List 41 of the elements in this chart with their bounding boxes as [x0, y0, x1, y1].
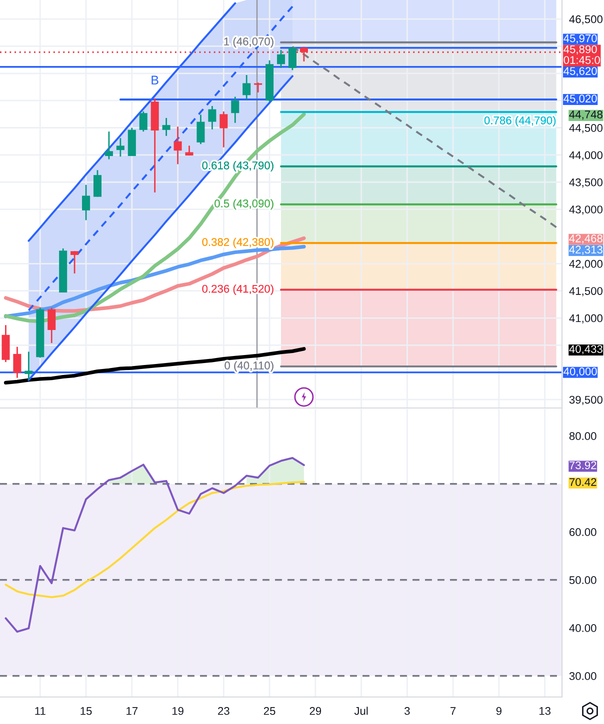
series-label: 0.382 (42,380): [202, 238, 274, 248]
y-tick-label: 41,000: [569, 314, 602, 324]
x-tick-label: Jul: [354, 706, 368, 715]
data-label: B: [152, 76, 158, 84]
y-tick-label: 70.42: [570, 478, 596, 486]
y-tick-label: 73.92: [570, 461, 596, 470]
x-tick-label: 3: [404, 707, 410, 715]
y-tick-label: 50.00: [569, 576, 596, 584]
x-tick-label: 15: [80, 707, 92, 715]
x-tick-label: 17: [126, 707, 138, 715]
y-tick-label: 43,000: [569, 206, 602, 215]
y-tick-label: 44,000: [569, 151, 602, 160]
y-tick-label: 42,313: [569, 246, 602, 255]
ref-line-label: 40,000: [564, 368, 597, 377]
y-tick-label: 44,500: [569, 124, 602, 134]
data-label: 45,020: [564, 94, 597, 104]
series-label: 0.236 (41,520): [202, 284, 274, 295]
data-label: 45,970: [564, 34, 597, 44]
y-tick-label: 40.00: [569, 624, 596, 632]
x-tick-label: 9: [496, 707, 502, 715]
y-tick-label: 44,748: [569, 110, 602, 120]
series-label: 0.786 (44,790): [484, 116, 556, 127]
y-tick-label: 42,468: [569, 234, 602, 244]
y-tick-label: 42,000: [569, 260, 602, 270]
y-tick-label: 46,500: [569, 15, 602, 24]
x-tick-label: 7: [450, 707, 456, 715]
y-tick-label: 60.00: [570, 528, 596, 536]
x-tick-label: 13: [539, 707, 550, 715]
x-tick-label: 29: [310, 707, 322, 715]
y-tick-label: 80.00: [569, 432, 596, 440]
y-tick-label: 41,500: [569, 287, 602, 296]
ref-line-label: 45,890 01:45:0: [564, 45, 600, 64]
y-tick-label: 40,433: [569, 345, 602, 354]
x-tick-label: 19: [172, 707, 184, 715]
y-tick-label: 39,500: [569, 396, 602, 406]
x-tick-label: 25: [264, 707, 276, 715]
y-tick-label: 30.00: [569, 672, 596, 680]
x-tick-label: 11: [35, 707, 46, 715]
y-tick-label: 43,500: [569, 178, 602, 188]
ref-line-label: 45,620: [564, 67, 597, 76]
x-tick-label: 23: [218, 707, 230, 715]
